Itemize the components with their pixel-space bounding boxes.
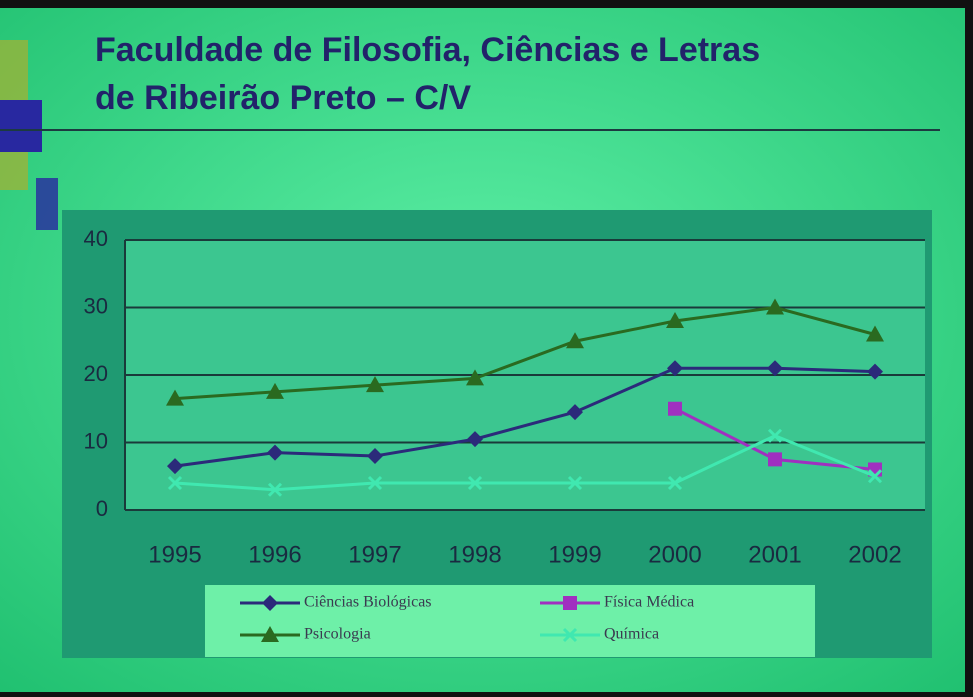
point [467, 431, 483, 448]
y-tick-label: 10 [84, 428, 108, 453]
point [668, 401, 682, 416]
legend-marker [562, 627, 578, 643]
legend-label: Física Médica [604, 594, 694, 611]
x-tick-label: 2000 [648, 541, 701, 568]
point [467, 475, 483, 491]
point [667, 475, 683, 491]
point [767, 428, 783, 443]
legend-marker [262, 595, 278, 611]
point [166, 389, 184, 406]
y-tick-label: 20 [84, 361, 108, 386]
point [266, 382, 284, 399]
point [167, 458, 183, 475]
point [866, 325, 884, 342]
series-line [174, 366, 876, 468]
y-tick-label: 40 [84, 226, 108, 251]
point [566, 332, 584, 349]
x-tick-label: 1995 [148, 541, 201, 568]
point [867, 469, 883, 484]
x-tick-label: 2001 [748, 541, 801, 568]
point [768, 452, 782, 467]
legend-label: Química [604, 626, 659, 643]
legend-marker [261, 626, 279, 642]
point [567, 404, 583, 421]
y-tick-label: 30 [84, 293, 108, 318]
series-line [174, 305, 876, 401]
x-tick-label: 2002 [848, 541, 901, 568]
legend-label: Psicologia [304, 626, 371, 643]
point [267, 444, 283, 461]
series-line [174, 434, 876, 492]
y-tick-label: 0 [96, 496, 108, 521]
deco [0, 100, 42, 152]
point [766, 298, 784, 315]
x-tick-label: 1998 [448, 541, 501, 568]
legend-marker [563, 596, 577, 610]
legend [205, 585, 815, 657]
point [666, 312, 684, 328]
point [567, 475, 583, 491]
point [466, 369, 484, 386]
x-tick-label: 1997 [348, 541, 401, 568]
point [667, 360, 683, 377]
point [867, 363, 883, 380]
chart-title: de Ribeirão Preto – C/V [95, 79, 471, 117]
x-tick-label: 1999 [548, 541, 601, 568]
legend-label: Ciências Biológicas [304, 594, 432, 611]
deco [36, 178, 58, 230]
point [767, 360, 783, 377]
point [267, 482, 283, 497]
point [367, 475, 383, 491]
chart-title: Faculdade de Filosofia, Ciências e Letra… [95, 31, 760, 69]
point [366, 376, 384, 393]
x-tick-label: 1996 [248, 541, 301, 568]
point [367, 448, 383, 464]
point [167, 475, 183, 491]
